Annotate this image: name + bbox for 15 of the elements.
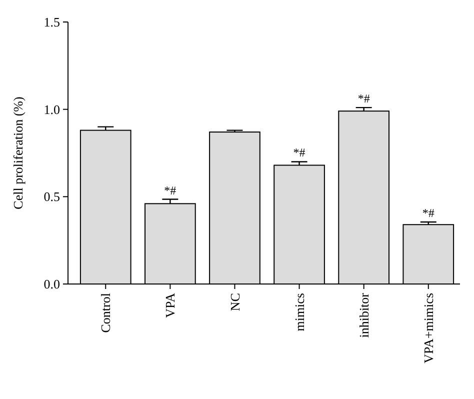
x-tick-label: NC <box>227 293 242 312</box>
x-tick-label: VPA+mimics <box>420 293 436 364</box>
y-tick-label: 0.5 <box>44 189 60 204</box>
y-tick-label: 1.0 <box>44 102 60 117</box>
y-axis-title: Cell proliferation (%) <box>10 96 26 210</box>
annotation: *# <box>358 92 370 106</box>
y-tick-label: 0.0 <box>44 276 60 292</box>
annotation: *# <box>164 183 176 198</box>
x-tick-label: mimics <box>292 293 307 332</box>
x-tick-label: VPA <box>162 292 178 318</box>
annotation: *# <box>293 146 306 160</box>
annotation: *# <box>422 206 434 220</box>
x-tick-label: Control <box>98 292 114 333</box>
y-tick-label: 1.5 <box>44 14 60 30</box>
x-tick-label: inhibitor <box>356 292 372 338</box>
